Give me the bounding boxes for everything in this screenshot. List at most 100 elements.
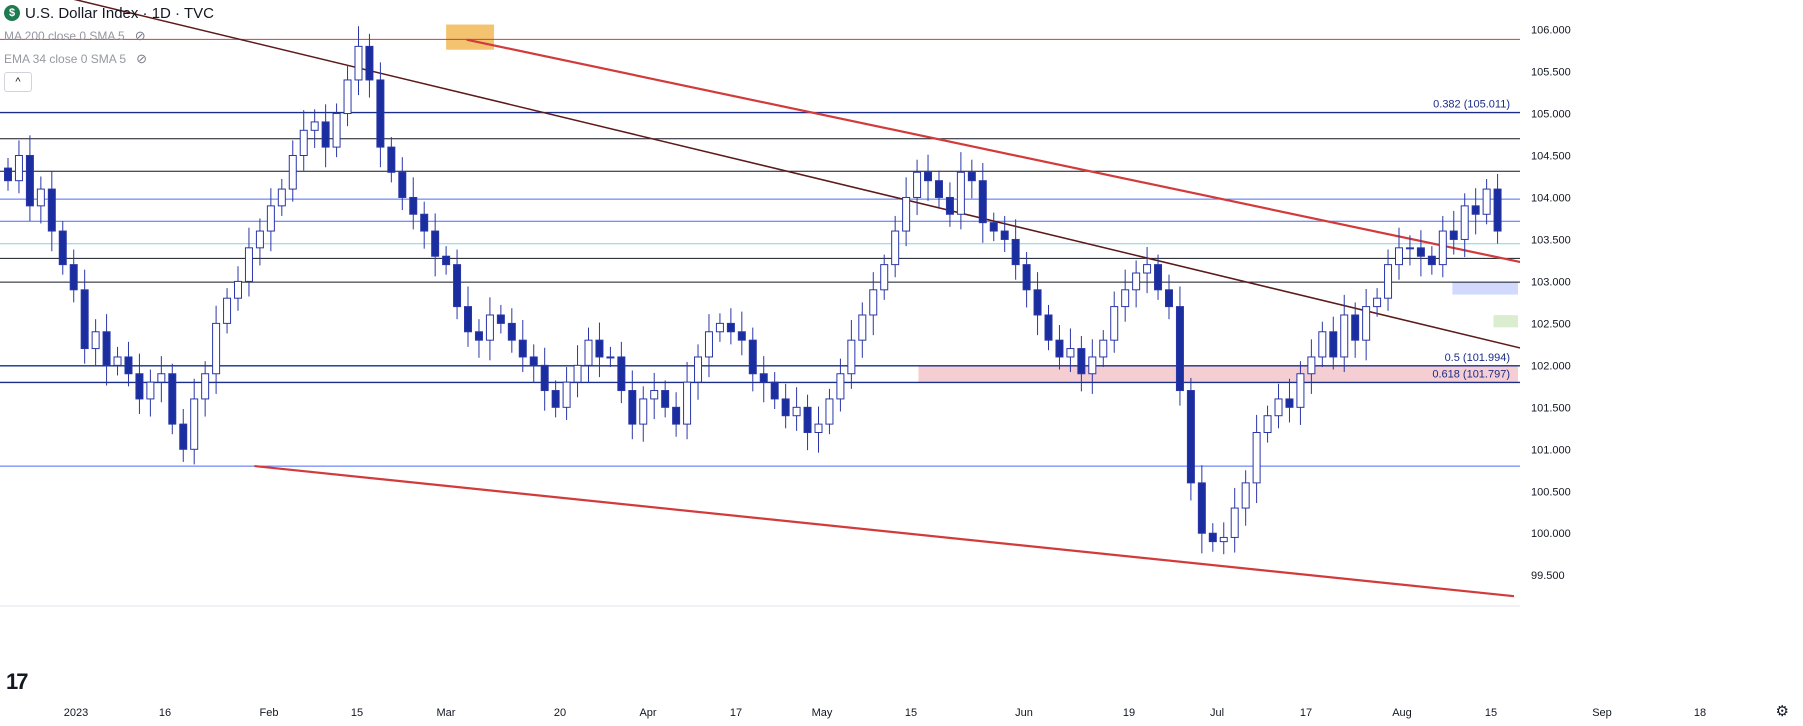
candle-body <box>595 339 604 358</box>
candle-body <box>584 339 593 366</box>
fib-label: 0.5 (101.994) <box>1445 352 1510 364</box>
candle-body <box>1296 373 1305 408</box>
eye-hidden-icon[interactable]: ⊘ <box>134 27 146 43</box>
x-tick-label: 16 <box>159 707 171 719</box>
candle-body <box>1493 188 1502 232</box>
indicator-ema34-label: EMA 34 close 0 SMA 5 <box>4 51 127 66</box>
candle-body <box>4 167 12 182</box>
candle-body <box>715 322 724 333</box>
candle-body <box>431 230 440 257</box>
x-tick-label: 15 <box>905 707 917 719</box>
candle-body <box>672 406 681 425</box>
candle-body <box>212 322 221 375</box>
y-tick-label: 104.500 <box>1531 150 1571 162</box>
candle-body <box>1274 398 1283 417</box>
candle-body <box>1329 331 1338 358</box>
gear-icon[interactable]: ⚙ <box>1775 703 1789 720</box>
candle-body <box>1307 356 1316 375</box>
candle-body <box>376 79 385 148</box>
candle-body <box>989 222 998 232</box>
candle-body <box>255 230 264 249</box>
candle-body <box>157 373 166 383</box>
y-tick-label: 101.000 <box>1531 444 1571 456</box>
candle-body <box>135 373 144 400</box>
chart-legend: $ U.S. Dollar Index · 1D · TVC MA 200 cl… <box>4 2 214 92</box>
candle-body <box>354 45 363 81</box>
dollar-symbol-icon: $ <box>4 5 20 21</box>
candle-body <box>847 339 856 375</box>
x-tick-label: 17 <box>1300 707 1312 719</box>
candle-body <box>332 113 341 148</box>
candle-body <box>1022 264 1031 291</box>
y-tick-label: 105.500 <box>1531 67 1571 79</box>
candle-body <box>102 331 111 366</box>
candle-body <box>507 322 516 341</box>
candle-body <box>1373 297 1382 308</box>
candle-body <box>277 188 286 207</box>
candle-body <box>661 390 670 408</box>
symbol-title[interactable]: $ U.S. Dollar Index · 1D · TVC <box>4 2 214 24</box>
x-tick-label: Jun <box>1015 707 1033 719</box>
symbol-title-text: U.S. Dollar Index · 1D · TVC <box>25 4 214 22</box>
candle-body <box>464 306 473 333</box>
candle-body <box>639 398 648 425</box>
candle-body <box>69 264 78 291</box>
candle-body <box>1208 532 1217 543</box>
candle-body <box>146 381 155 400</box>
tradingview-logo: 17 <box>6 669 29 694</box>
candle-body <box>1285 398 1294 408</box>
indicator-ma200[interactable]: MA 200 close 0 SMA 5 ⊘ <box>4 24 214 47</box>
collapse-legend-button[interactable]: ^ <box>4 72 32 92</box>
candle-body <box>1121 289 1130 308</box>
candle-body <box>1175 306 1184 392</box>
candle-body <box>1143 264 1152 274</box>
candle-body <box>956 171 965 215</box>
candle-body <box>1066 348 1075 358</box>
y-tick-label: 105.000 <box>1531 109 1571 121</box>
candle-body <box>343 79 352 115</box>
candle-body <box>562 381 571 408</box>
candle-body <box>1460 205 1469 240</box>
indicator-ema34[interactable]: EMA 34 close 0 SMA 5 ⊘ <box>4 47 214 70</box>
candle-body <box>168 373 177 425</box>
x-tick-label: 15 <box>351 707 363 719</box>
x-tick-label: Mar <box>437 707 456 719</box>
candle-body <box>1263 415 1272 434</box>
candle-body <box>474 331 483 341</box>
y-tick-label: 102.500 <box>1531 318 1571 330</box>
x-tick-label: 17 <box>730 707 742 719</box>
candle-body <box>628 390 637 425</box>
candle-body <box>880 264 889 291</box>
fib-label: 0.382 (105.011) <box>1433 99 1510 111</box>
candle-body <box>190 398 199 450</box>
eye-hidden-icon[interactable]: ⊘ <box>136 50 147 66</box>
candle-body <box>288 154 297 190</box>
y-tick-label: 100.500 <box>1531 486 1571 498</box>
trendline <box>73 0 1621 373</box>
candle-body <box>299 129 308 156</box>
x-tick-label: 19 <box>1123 707 1135 719</box>
candle-body <box>978 180 987 224</box>
candle-body <box>1471 205 1480 215</box>
candle-body <box>759 373 768 383</box>
candle-body <box>748 339 757 375</box>
candle-body <box>540 364 549 392</box>
candle-body <box>814 423 823 434</box>
candle-body <box>836 373 845 400</box>
candle-body <box>1340 314 1349 358</box>
candle-body <box>825 398 834 425</box>
candle-body <box>781 398 790 417</box>
candle-body <box>310 121 319 131</box>
candle-body <box>858 314 867 341</box>
candle-body <box>80 289 89 350</box>
candle-body <box>683 381 692 425</box>
candle-body <box>891 230 900 266</box>
x-tick-label: 18 <box>1694 707 1706 719</box>
candle-body <box>387 146 396 173</box>
x-tick-label: Sep <box>1592 707 1612 719</box>
candle-body <box>869 289 878 316</box>
candle-body <box>1438 230 1447 266</box>
candle-body <box>1077 348 1086 375</box>
support-zone <box>918 365 1518 383</box>
